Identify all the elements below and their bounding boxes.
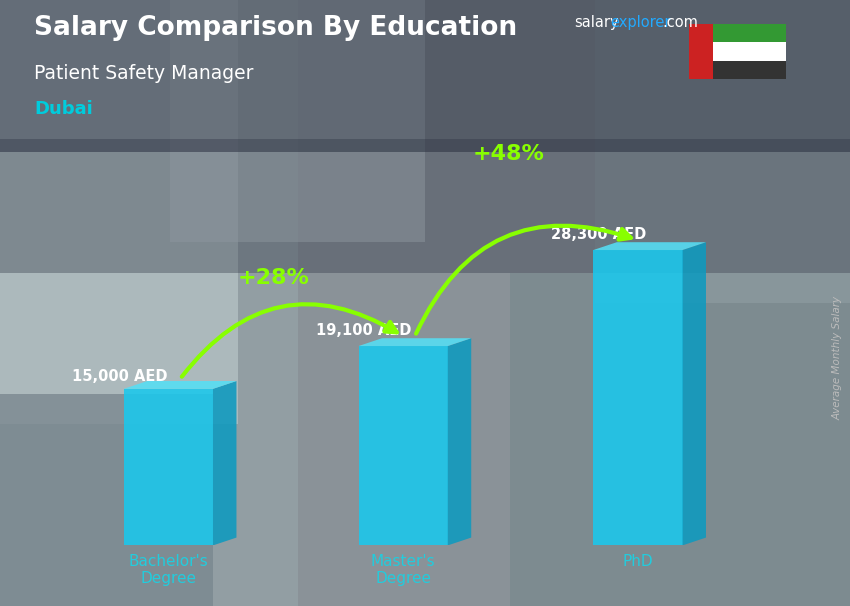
Polygon shape xyxy=(124,381,236,389)
Text: 28,300 AED: 28,300 AED xyxy=(551,227,646,242)
Text: 19,100 AED: 19,100 AED xyxy=(316,323,411,338)
Bar xyxy=(0,0,850,152)
Bar xyxy=(0,139,850,273)
Polygon shape xyxy=(359,338,471,346)
Bar xyxy=(510,273,850,606)
Bar xyxy=(595,0,850,303)
Bar xyxy=(170,0,425,242)
Text: Average Monthly Salary: Average Monthly Salary xyxy=(832,296,842,419)
Bar xyxy=(595,0,850,606)
Text: +28%: +28% xyxy=(238,268,310,288)
Bar xyxy=(0,394,212,606)
Bar xyxy=(688,24,713,79)
Bar xyxy=(713,42,786,61)
Polygon shape xyxy=(359,346,448,545)
Bar xyxy=(713,61,786,79)
Bar xyxy=(0,0,298,606)
Bar xyxy=(0,0,238,424)
Bar xyxy=(713,24,786,42)
Polygon shape xyxy=(683,242,706,545)
Bar xyxy=(298,0,595,606)
Text: salary: salary xyxy=(574,15,618,30)
Text: +48%: +48% xyxy=(473,144,545,164)
Text: .com: .com xyxy=(662,15,698,30)
Text: Patient Safety Manager: Patient Safety Manager xyxy=(34,64,253,82)
Polygon shape xyxy=(593,242,706,250)
Polygon shape xyxy=(593,250,683,545)
Text: explorer: explorer xyxy=(610,15,671,30)
Text: 15,000 AED: 15,000 AED xyxy=(72,368,167,384)
Polygon shape xyxy=(448,338,471,545)
Text: Salary Comparison By Education: Salary Comparison By Education xyxy=(34,15,517,41)
Text: Dubai: Dubai xyxy=(34,100,93,118)
Polygon shape xyxy=(124,389,213,545)
Polygon shape xyxy=(213,381,236,545)
